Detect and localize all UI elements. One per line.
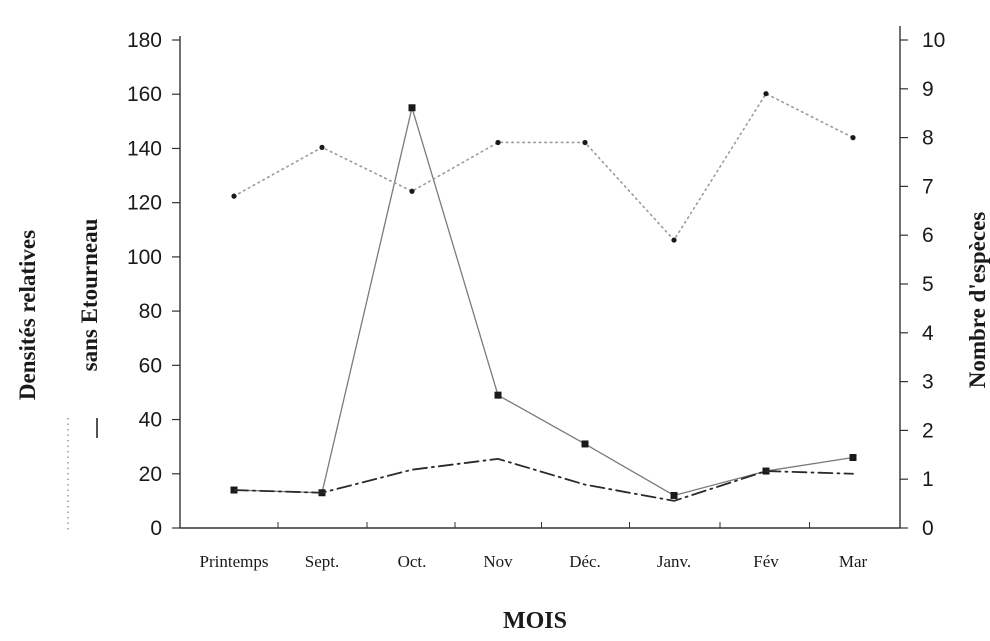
- y-left-tick-label: 140: [127, 137, 162, 160]
- series-2-point: [495, 139, 501, 146]
- series-0-point: [581, 440, 589, 448]
- y-left-tick-label: 60: [139, 354, 162, 377]
- y-right-tick-label: 3: [922, 371, 934, 394]
- series-1: [233, 457, 854, 502]
- y-axis-left-title-line2: sans Etourneau: [77, 218, 102, 371]
- series-2-point: [850, 135, 856, 141]
- x-tick-label: Sept.: [305, 552, 339, 571]
- series-2-point: [231, 193, 237, 199]
- y-axis-right-title: Nombre d'espèces: [965, 212, 990, 389]
- series-0-point: [670, 491, 678, 499]
- y-right-tick-label: 1: [922, 468, 934, 491]
- y-right-tick-label: 4: [922, 322, 934, 345]
- series-0: [230, 104, 857, 499]
- series-0-point: [849, 454, 857, 462]
- x-tick-label: Printemps: [200, 552, 269, 571]
- y-right-tick-label: 7: [922, 175, 934, 198]
- series-2-point: [409, 188, 415, 194]
- x-tick-label: Fév: [753, 552, 779, 571]
- y-right-tick-label: 5: [922, 273, 934, 296]
- y-right-tick-label: 8: [922, 127, 934, 150]
- y-right-tick-label: 6: [922, 224, 934, 247]
- y-left-tick-label: 100: [127, 246, 162, 269]
- y-right-tick-label: 0: [922, 517, 934, 540]
- x-tick-label: Mar: [839, 552, 868, 571]
- x-axis-title: MOIS: [503, 608, 567, 634]
- x-tick-label: Janv.: [657, 552, 691, 571]
- y-left-tick-label: 180: [127, 29, 162, 52]
- y-left-tick-label: 160: [127, 83, 162, 106]
- y-right-tick-label: 9: [922, 78, 934, 101]
- y-left-tick-label: 40: [139, 409, 162, 432]
- series-0-line: [233, 107, 854, 497]
- y-right-tick-label: 10: [922, 29, 945, 52]
- series-0-point: [494, 391, 502, 399]
- axes: 0 20 40 60 80 100 120 140 160 180 0 1 2 3 4 5 6 7 8 9 10 Prin…: [67, 26, 945, 571]
- y-left-tick-label: 120: [127, 192, 162, 215]
- series-2-point: [763, 91, 769, 97]
- labels: MOIS Densités relatives sans Etourneau N…: [15, 212, 990, 634]
- y-left-tick-label: 0: [150, 517, 162, 540]
- series-1-line: [233, 457, 854, 502]
- series-0-point: [408, 104, 416, 112]
- x-tick-label: Oct.: [398, 552, 427, 571]
- x-tick-label: Déc.: [569, 552, 601, 571]
- y-left-tick-label: 80: [139, 300, 162, 323]
- series-2-point: [671, 237, 677, 243]
- y-right-tick-label: 2: [922, 419, 934, 442]
- y-left-tick-label: 20: [139, 463, 162, 486]
- series-layer: [230, 91, 857, 502]
- y-axis-left-title-line1: Densités relatives: [15, 230, 40, 400]
- series-2-point: [582, 139, 588, 146]
- series-2: [231, 91, 856, 243]
- x-tick-label: Nov: [483, 552, 513, 571]
- series-2-point: [319, 144, 325, 150]
- series-2-line: [233, 92, 854, 241]
